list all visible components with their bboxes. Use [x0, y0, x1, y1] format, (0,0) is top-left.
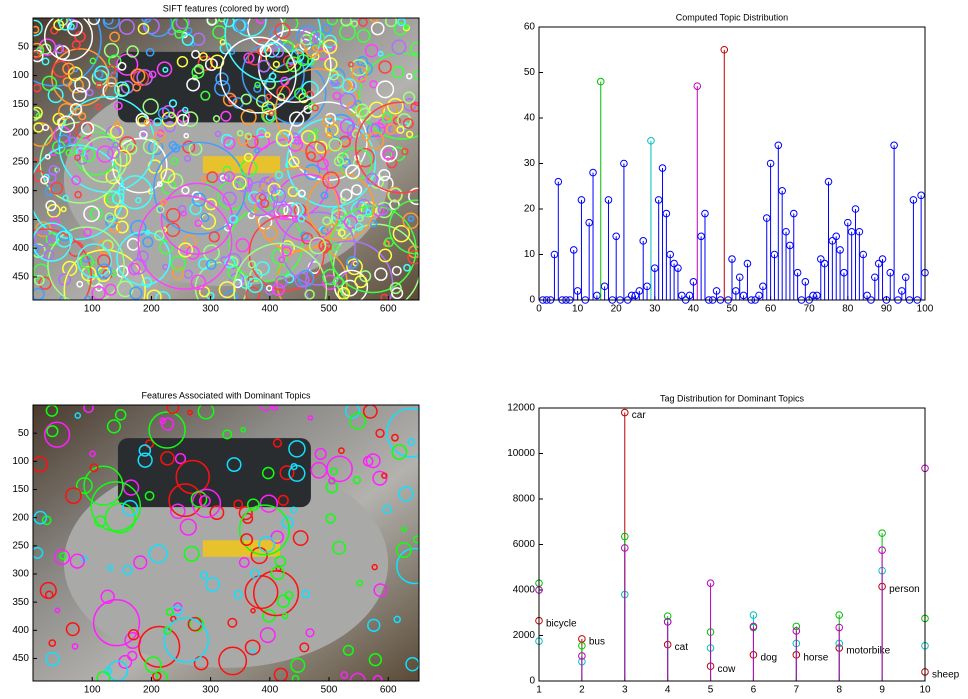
y-tick-label: 150 — [12, 484, 29, 495]
y-tick-label: 8000 — [513, 494, 536, 505]
photo — [0, 0, 446, 336]
x-tick-label: 5 — [708, 685, 714, 696]
y-tick-label: 250 — [12, 540, 29, 551]
y-tick-label: 10 — [524, 249, 536, 260]
tag-label: cat — [675, 642, 689, 653]
y-tick-label: 2000 — [513, 630, 536, 641]
x-tick-label: 600 — [380, 685, 397, 696]
y-tick-label: 100 — [12, 456, 29, 467]
x-tick-label: 40 — [688, 304, 700, 315]
subplot: Tag Distribution for Dominant Topics 1 2 3 4… — [507, 393, 959, 695]
x-tick-label: 10 — [919, 685, 931, 696]
y-tick-label: 200 — [12, 512, 29, 523]
x-tick-label: 600 — [380, 304, 397, 315]
y-tick-label: 50 — [18, 428, 30, 439]
y-tick-label: 6000 — [513, 539, 536, 550]
x-tick-label: 200 — [143, 685, 160, 696]
y-tick-label: 40 — [524, 113, 536, 124]
y-tick-label: 10000 — [507, 448, 535, 459]
x-tick-label: 10 — [572, 304, 584, 315]
x-tick-label: 100 — [84, 304, 101, 315]
y-tick-label: 4000 — [513, 585, 536, 596]
x-tick-label: 0 — [536, 304, 542, 315]
subplot-title: SIFT features (colored by word) — [163, 3, 289, 13]
tag-label: cow — [718, 664, 737, 675]
tag-label: bus — [589, 637, 605, 648]
y-tick-label: 60 — [524, 22, 536, 33]
x-tick-label: 50 — [726, 304, 738, 315]
y-tick-label: 0 — [529, 676, 535, 687]
x-tick-label: 100 — [917, 304, 934, 315]
x-tick-label: 3 — [622, 685, 628, 696]
x-tick-label: 9 — [879, 685, 885, 696]
tag-label: horse — [803, 652, 828, 663]
y-tick-label: 50 — [524, 67, 536, 78]
tag-label: dog — [760, 652, 777, 663]
y-tick-label: 50 — [18, 41, 30, 52]
y-tick-label: 100 — [12, 70, 29, 81]
x-tick-label: 90 — [881, 304, 893, 315]
car-window — [118, 438, 311, 507]
x-tick-label: 300 — [202, 304, 219, 315]
figure: SIFT features (colored by word)100200300… — [0, 0, 968, 699]
x-tick-label: 7 — [794, 685, 800, 696]
x-tick-label: 200 — [143, 304, 160, 315]
tag-label: sheep — [932, 670, 960, 681]
y-tick-label: 450 — [12, 272, 29, 283]
x-tick-label: 500 — [321, 304, 338, 315]
tag-label: car — [632, 410, 647, 421]
x-tick-label: 70 — [804, 304, 816, 315]
x-tick-label: 400 — [261, 304, 278, 315]
tag-label: bicycle — [546, 618, 577, 629]
subplot-title: Computed Topic Distribution — [676, 12, 788, 22]
y-tick-label: 400 — [12, 625, 29, 636]
y-tick-label: 400 — [12, 243, 29, 254]
x-tick-label: 100 — [84, 685, 101, 696]
x-tick-label: 500 — [321, 685, 338, 696]
y-tick-label: 20 — [524, 204, 536, 215]
x-tick-label: 6 — [751, 685, 757, 696]
x-tick-label: 30 — [649, 304, 661, 315]
y-tick-label: 450 — [12, 653, 29, 664]
x-tick-label: 400 — [261, 685, 278, 696]
y-tick-label: 350 — [12, 597, 29, 608]
y-tick-label: 250 — [12, 157, 29, 168]
subplot: Computed Topic Distribution 0 10 20 30 40 50 60… — [524, 12, 934, 314]
subplot: Features Associated with Dominant Topics… — [12, 390, 435, 695]
y-tick-label: 30 — [524, 158, 536, 169]
y-tick-label: 200 — [12, 128, 29, 139]
tag-label: person — [889, 584, 920, 595]
y-tick-label: 150 — [12, 99, 29, 110]
x-tick-label: 80 — [842, 304, 854, 315]
photo — [32, 400, 435, 688]
x-tick-label: 60 — [765, 304, 777, 315]
subplot-title: Features Associated with Dominant Topics — [142, 390, 311, 400]
x-tick-label: 4 — [665, 685, 671, 696]
y-tick-label: 350 — [12, 214, 29, 225]
x-tick-label: 2 — [579, 685, 585, 696]
x-tick-label: 8 — [836, 685, 842, 696]
subplot-title: Tag Distribution for Dominant Topics — [660, 393, 804, 403]
subplot: SIFT features (colored by word) 100 200 300… — [0, 0, 446, 336]
y-tick-label: 12000 — [507, 403, 535, 414]
x-tick-label: 300 — [202, 685, 219, 696]
x-tick-label: 1 — [536, 685, 542, 696]
y-tick-label: 300 — [12, 569, 29, 580]
y-tick-label: 300 — [12, 185, 29, 196]
x-tick-label: 20 — [611, 304, 623, 315]
y-tick-label: 0 — [529, 295, 535, 306]
tag-label: motorbike — [846, 646, 890, 657]
